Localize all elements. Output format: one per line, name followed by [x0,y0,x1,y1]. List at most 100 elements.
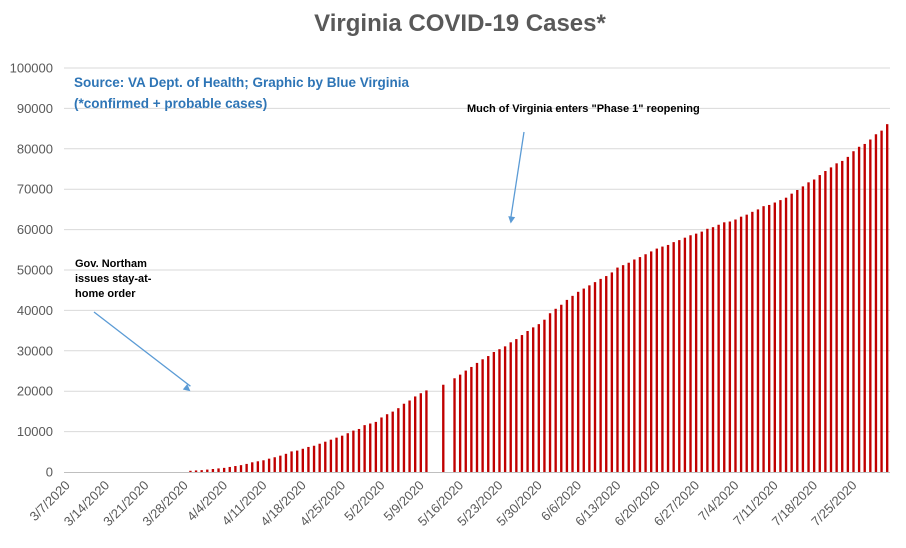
y-tick-label: 10000 [17,424,53,439]
chart-title: Virginia COVID-19 Cases* [314,10,606,37]
bar [756,209,760,472]
bar [818,175,821,472]
bar [352,430,355,472]
bar [790,193,793,473]
bar [801,186,805,472]
bar [194,470,198,472]
bar [279,455,282,472]
bar [779,200,782,472]
bar [380,417,383,472]
bar [200,470,203,472]
bar [784,197,788,472]
bar [369,423,372,472]
bar [773,202,776,473]
bar [605,276,608,472]
bar [762,206,765,472]
bar [346,433,349,472]
bar [498,349,501,472]
bar [256,461,260,472]
bar [189,470,192,472]
bar [312,445,316,472]
bar [846,156,850,472]
bar [633,259,636,472]
bar [616,267,619,472]
bar [329,439,333,472]
annotation-text: Much of Virginia enters "Phase 1" reopen… [467,103,700,115]
bar [627,262,630,472]
bar [655,248,658,472]
source-note-line1: Source: VA Dept. of Health; Graphic by B… [74,75,410,90]
bar [661,246,664,472]
bar [807,182,810,472]
bar [301,448,304,472]
bar [470,366,473,472]
y-tick-label: 0 [46,465,53,480]
bar [363,425,366,472]
bar [515,339,518,472]
bar [593,282,597,472]
bar [728,221,732,472]
annotations: Much of Virginia enters "Phase 1" reopen… [75,103,700,392]
bar [492,352,496,472]
bar [694,233,698,472]
bar [357,428,361,472]
y-tick-label: 90000 [17,101,53,116]
bar [672,242,675,472]
bar [739,216,743,472]
bars [189,124,889,473]
bar [245,463,248,472]
y-tick-label: 30000 [17,343,53,358]
bar [397,408,400,472]
bar [217,468,220,472]
bar [582,288,585,472]
bar [537,324,540,472]
bar [385,414,389,472]
bar [644,254,647,472]
bar [835,163,838,472]
bar [852,151,855,472]
bar [796,190,799,472]
bar [723,222,726,472]
bar [228,466,231,472]
bar [509,342,512,472]
y-tick-label: 40000 [17,303,53,318]
y-tick-label: 20000 [17,384,53,399]
bar [683,237,687,472]
bar [706,228,709,472]
bar [717,224,720,472]
x-tick-label: 5/2/2020 [341,478,387,524]
bar [700,231,703,472]
bar [526,331,529,472]
bar [239,465,243,472]
bar [391,411,394,472]
y-tick-label: 60000 [17,222,53,237]
bar [324,441,327,472]
bar [869,139,872,472]
bar [234,466,237,472]
y-tick-label: 80000 [17,141,53,156]
bar [543,319,546,472]
annotation-arrow [93,311,191,387]
bar [576,291,580,472]
bar [340,435,344,472]
bar [481,359,484,472]
bar [610,272,614,472]
bar [414,396,417,472]
source-note-line2: (*confirmed + probable cases) [74,96,267,111]
bar [548,313,552,472]
bar [886,124,889,472]
y-tick-label: 70000 [17,182,53,197]
bar [458,374,462,472]
bar [520,335,524,472]
bar [621,265,625,472]
bar [419,393,422,472]
bar [262,460,265,472]
bar [638,257,642,472]
bar [565,299,569,472]
bar [464,370,467,472]
bar [751,211,754,472]
bar [824,171,827,472]
bar [689,235,692,472]
annotation-arrow [510,131,525,219]
